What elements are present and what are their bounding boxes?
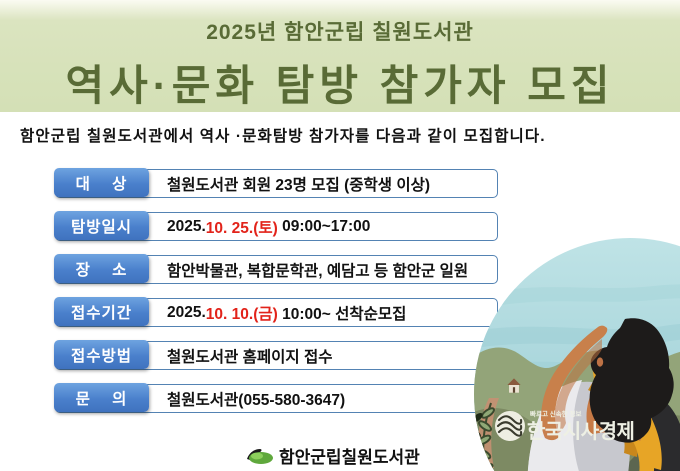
svg-text:한국시사경제: 한국시사경제 [527,420,634,443]
svg-text:빠르고 신속한 정보: 빠르고 신속한 정보 [530,409,581,418]
